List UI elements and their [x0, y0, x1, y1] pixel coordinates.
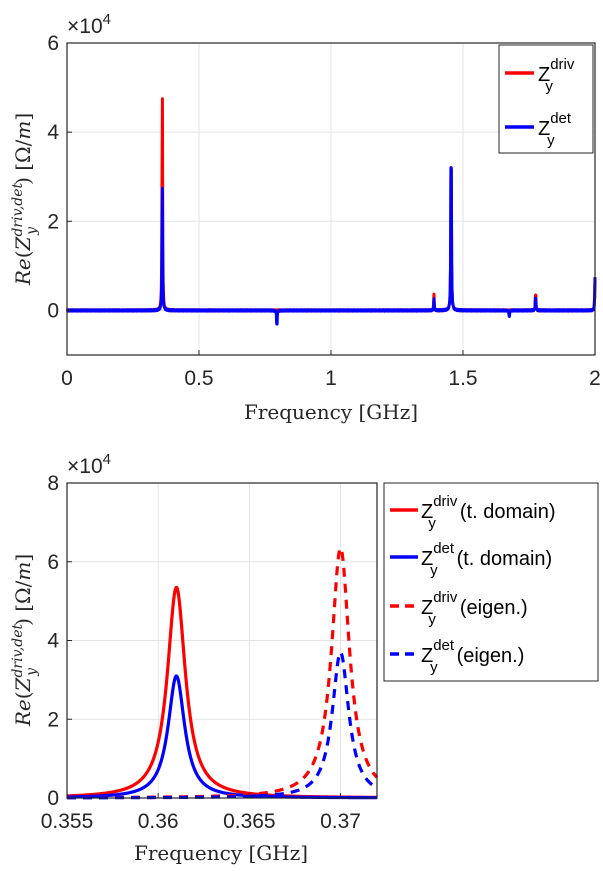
chart-top-y-tick-label: 2 — [47, 210, 59, 233]
chart-top-x-tick-label: 2 — [589, 367, 601, 390]
chart-top-y-tick-label: 6 — [47, 32, 59, 55]
chart-top-legend-box — [498, 44, 594, 154]
legend-bottom-det-td-label: Zdet y(t. domain) — [421, 540, 552, 579]
chart-bottom-y-tick-label: 2 — [47, 708, 59, 731]
chart-top-x-tick-label: 0.5 — [184, 367, 213, 390]
chart-bottom-x-label: Frequency [GHz] — [134, 841, 308, 865]
chart-bottom-series-driv-eig — [66, 546, 379, 800]
chart-top-ticks — [66, 42, 596, 355]
chart-bottom-x-tick-label: 0.36 — [138, 810, 179, 833]
chart-bottom-x-tick-label: 0.365 — [223, 810, 276, 833]
chart-bottom-x-tick-label: 0.355 — [41, 810, 94, 833]
chart-top-y-tick-label: 4 — [47, 121, 59, 144]
chart-bottom-y-tick-label: 0 — [47, 787, 59, 810]
chart-bottom-grid — [66, 482, 377, 799]
chart-top: 0 2 4 6 0 0.5 1 1.5 2 ×104 Frequency [GHz] Re(Z… — [10, 11, 601, 424]
chart-top-y-tick-labels: 0 2 4 6 — [47, 32, 59, 322]
legend-top-det-label: Zdet y — [538, 110, 572, 149]
legend-bottom-driv-eig-label: Zdriv y(eigen.) — [421, 589, 528, 628]
chart-bottom-x-tick-labels: 0.355 0.36 0.365 0.37 — [41, 810, 361, 833]
chart-top-x-tick-label: 0 — [61, 367, 73, 390]
chart-bottom-x-tick-label: 0.37 — [320, 810, 361, 833]
legend-top-driv-label: Zdriv y — [538, 56, 575, 95]
chart-top-x-label: Frequency [GHz] — [244, 400, 418, 424]
chart-bottom-y-label: Re(Zdriv,dety) [Ω/m] — [10, 554, 40, 727]
chart-bottom-ticks — [66, 482, 342, 799]
chart-top-multiplier: ×104 — [67, 11, 111, 38]
chart-bottom-series-det-eig — [66, 650, 378, 800]
chart-top-x-tick-label: 1.5 — [448, 367, 477, 390]
chart-bottom: 0 2 4 6 8 0.355 0.36 0.365 0.37 ×104 Frequency … — [10, 451, 599, 865]
chart-bottom-y-tick-label: 8 — [47, 472, 59, 495]
chart-bottom-legend-box — [383, 482, 599, 682]
chart-bottom-y-tick-label: 6 — [47, 551, 59, 574]
chart-bottom-series-driv-td — [66, 585, 378, 799]
chart-bottom-series-det-td — [66, 674, 378, 800]
legend-bottom-det-eig-label: Zdet y(eigen.) — [421, 637, 524, 676]
chart-bottom-series — [66, 546, 379, 800]
chart-top-legend: Zdriv y Zdet y — [498, 44, 594, 154]
chart-top-series-det — [65, 166, 597, 326]
chart-bottom-y-tick-labels: 0 2 4 6 8 — [47, 472, 59, 810]
chart-top-x-tick-label: 1 — [325, 367, 337, 390]
chart-top-series — [65, 97, 597, 326]
chart-top-y-tick-label: 0 — [47, 299, 59, 322]
chart-bottom-legend: Zdriv y(t. domain) Zdet y(t. domain) Zdriv… — [383, 482, 599, 682]
chart-bottom-y-tick-label: 4 — [47, 630, 59, 653]
legend-bottom-driv-td-label: Zdriv y(t. domain) — [421, 493, 555, 532]
chart-bottom-multiplier: ×104 — [67, 451, 111, 478]
chart-top-x-tick-labels: 0 0.5 1 1.5 2 — [61, 367, 601, 390]
chart-top-y-label: Re(Zdriv,dety) [Ω/m] — [10, 113, 40, 286]
